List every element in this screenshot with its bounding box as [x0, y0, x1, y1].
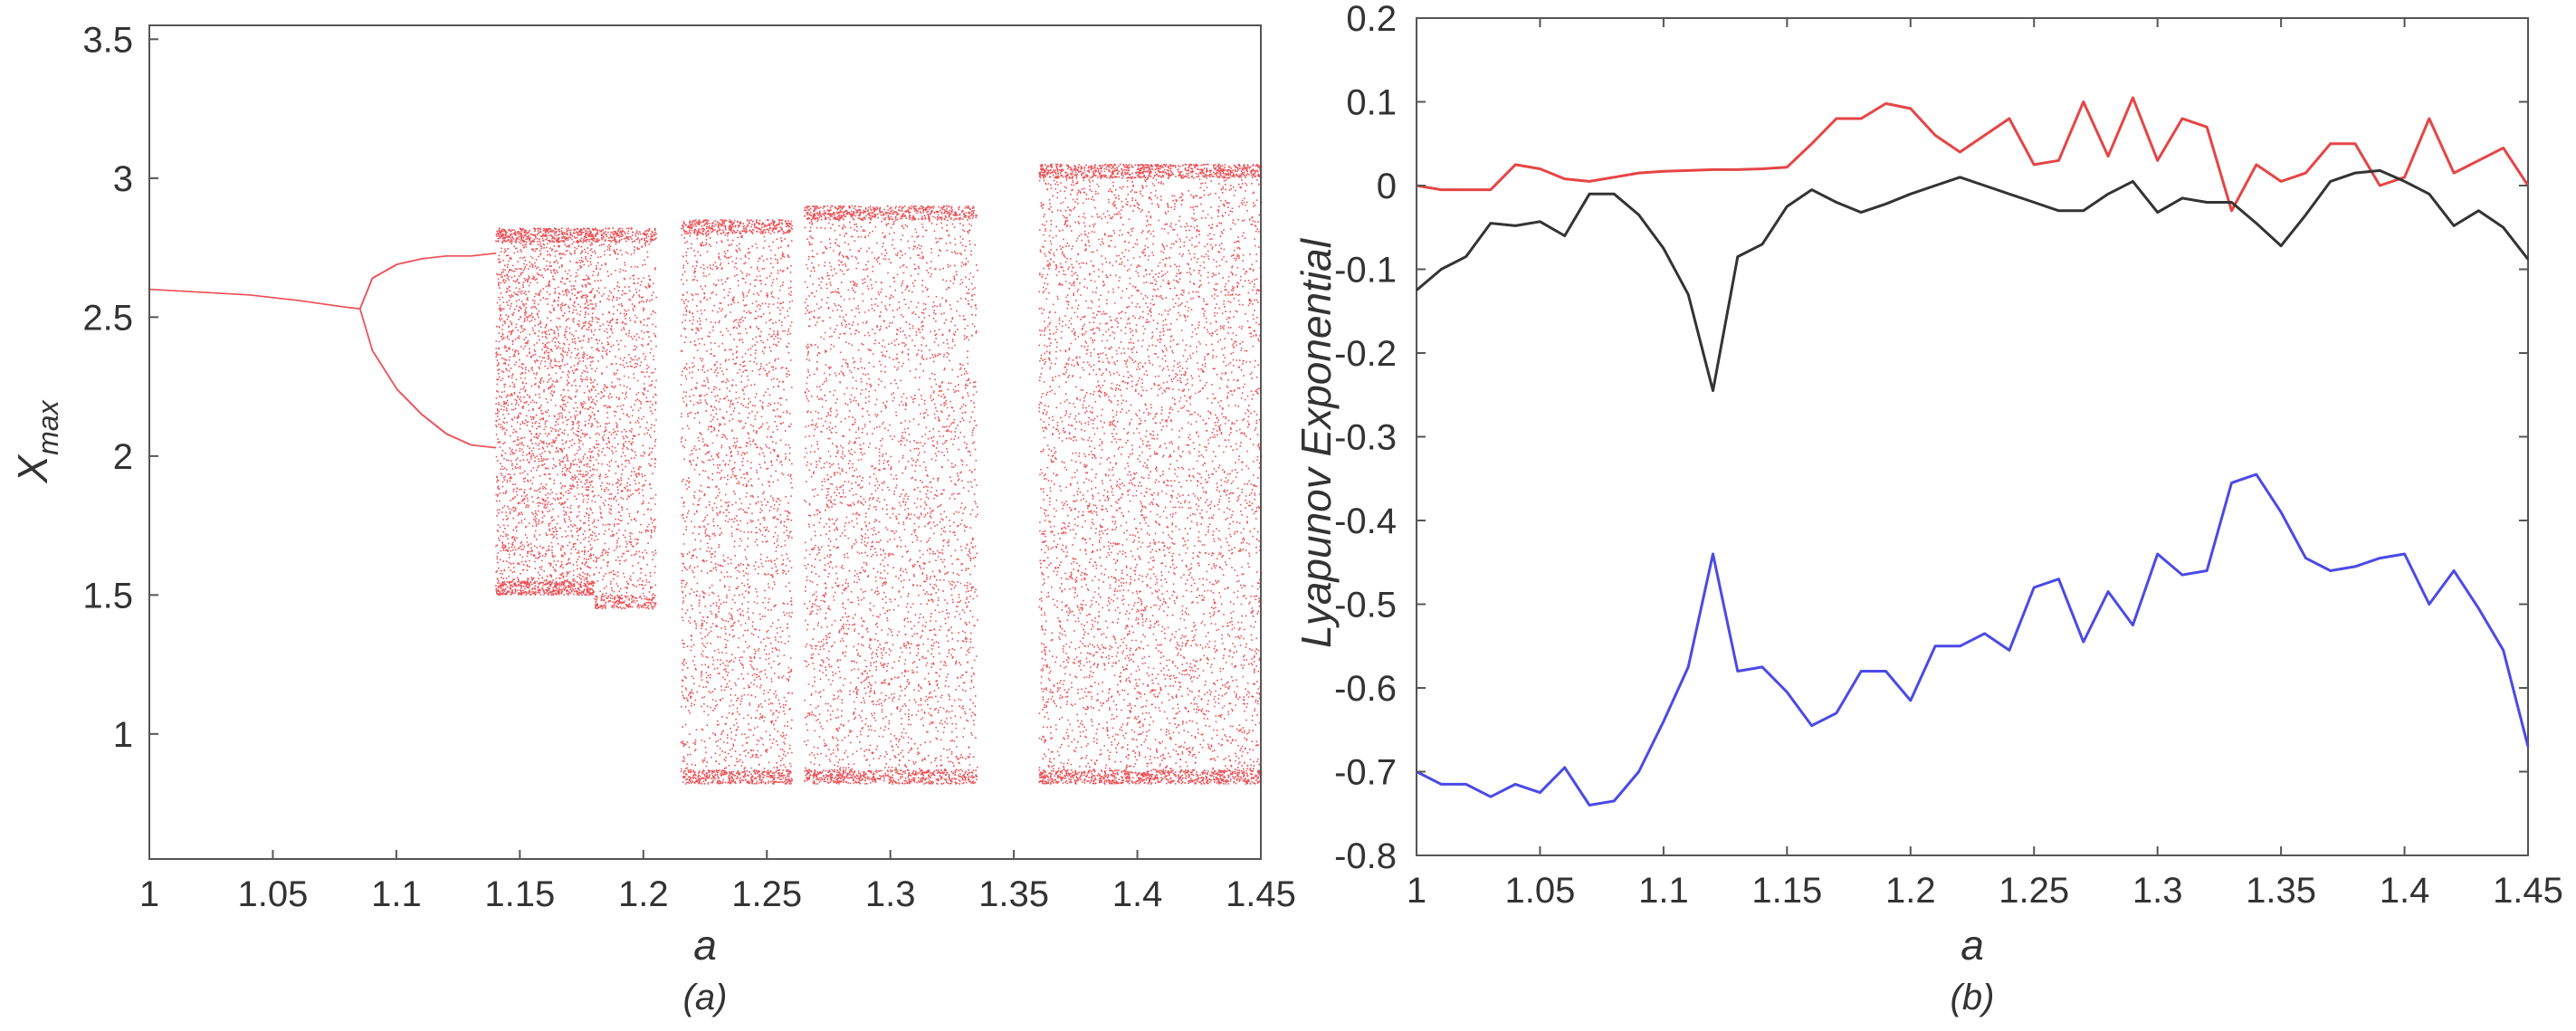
x-tick-label: 1.15 — [1751, 871, 1822, 911]
panel-b-caption: (b) — [1951, 978, 1995, 1017]
x-tick-label: 1.35 — [2246, 871, 2316, 911]
x-tick-label: 1.4 — [1112, 874, 1163, 914]
panel-b-lyapunov-exponents: 1 1.05 1.1 1.15 1.2 1.25 1.3 1.35 1.4 1.45 0.2 0.1… — [1293, 0, 2563, 1017]
x-tick-label: 1.4 — [2380, 871, 2430, 911]
panel-a-y-axis-label: Xmax — [9, 399, 64, 483]
panel-a-bifurcation-diagram: 1 1.05 1.1 1.15 1.2 1.25 1.3 1.35 1.4 1.45 1 1.5 2 2… — [9, 20, 1296, 1017]
y-tick-label: -0.2 — [1334, 334, 1397, 374]
x-tick-label: 1 — [139, 874, 159, 914]
y-tick-label: 2 — [113, 437, 133, 477]
y-tick-label: -0.8 — [1334, 836, 1397, 876]
lyapunov-series-line-3 — [1416, 473, 2530, 807]
panel-a-caption: (a) — [683, 978, 728, 1017]
y-tick-label: 3.5 — [82, 20, 133, 60]
y-tick-label: 1 — [113, 715, 133, 755]
x-tick-label: 1.3 — [2132, 871, 2183, 911]
x-tick-label: 1.45 — [2493, 871, 2563, 911]
lyapunov-series — [1416, 96, 2530, 807]
y-tick-label: 0.2 — [1346, 0, 1397, 39]
lyapunov-series-line-2 — [1416, 168, 2530, 393]
x-tick-label: 1.3 — [865, 874, 916, 914]
y-tick-label: 3 — [113, 159, 133, 199]
x-tick-label: 1.05 — [238, 874, 309, 914]
y-tick-label: -0.4 — [1334, 501, 1397, 541]
panel-a-frame — [148, 24, 1262, 860]
x-tick-label: 1.05 — [1505, 871, 1576, 911]
x-tick-label: 1.2 — [1885, 871, 1936, 911]
svg-text:Xmax: Xmax — [9, 399, 64, 483]
x-tick-label: 1.15 — [484, 874, 555, 914]
lyapunov-series-line-1 — [1416, 96, 2530, 213]
panel-b-x-axis-label: a — [1961, 921, 1984, 969]
y-tick-label: 2.5 — [82, 298, 133, 338]
x-tick-label: 1.25 — [731, 874, 802, 914]
x-tick-label: 1 — [1407, 871, 1426, 911]
y-tick-label: -0.5 — [1334, 586, 1397, 625]
panel-b-x-ticks: 1 1.05 1.1 1.15 1.2 1.25 1.3 1.35 1.4 1.45 — [1407, 18, 2563, 911]
panel-a-plot-area — [148, 24, 1263, 860]
x-tick-label: 1.45 — [1226, 874, 1296, 914]
panel-b-y-axis-label: Lyapunov Exponential — [1293, 237, 1340, 648]
panel-b-y-ticks: 0.2 0.1 0 -0.1 -0.2 -0.3 -0.4 -0.5 -0.6 -0.7 -0.8 — [1334, 0, 2528, 876]
y-label-subscript: max — [32, 399, 64, 454]
y-tick-label: 0.1 — [1346, 83, 1397, 123]
x-tick-label: 1.2 — [618, 874, 669, 914]
y-tick-label: -0.3 — [1334, 418, 1397, 458]
y-label-main: X — [9, 453, 56, 484]
y-tick-label: 0 — [1377, 167, 1397, 206]
panel-a-x-axis-label: a — [693, 921, 717, 969]
x-tick-label: 1.1 — [1638, 871, 1689, 911]
y-tick-label: -0.7 — [1334, 753, 1397, 793]
panel-a-x-ticks: 1 1.05 1.1 1.15 1.2 1.25 1.3 1.35 1.4 1.45 — [139, 850, 1296, 914]
x-tick-label: 1.25 — [1999, 871, 2069, 911]
y-tick-label: -0.1 — [1334, 251, 1397, 291]
x-tick-label: 1.1 — [371, 874, 422, 914]
y-tick-label: 1.5 — [82, 576, 133, 616]
y-tick-label: -0.6 — [1334, 669, 1397, 709]
x-tick-label: 1.35 — [978, 874, 1049, 914]
panel-a-y-ticks: 1 1.5 2 2.5 3 3.5 — [82, 20, 158, 755]
